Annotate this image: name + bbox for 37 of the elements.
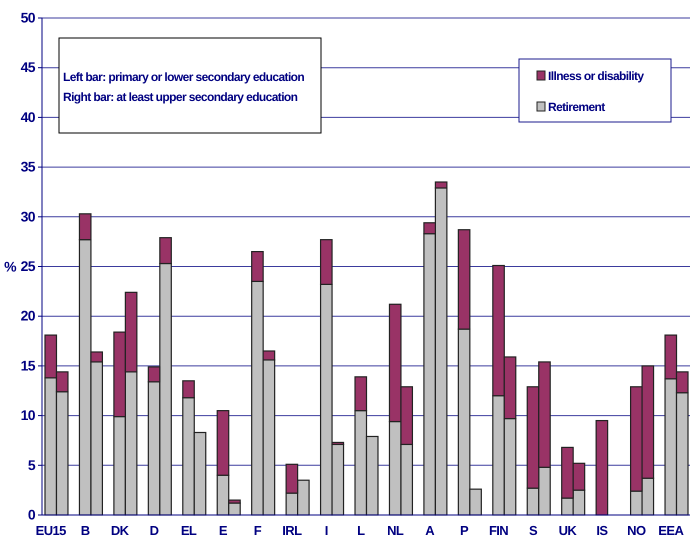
y-tick-label: 15 bbox=[20, 357, 36, 374]
text-box: Left bar: primary or lower secondary education Right bar: at least upper secondary education bbox=[58, 38, 322, 134]
y-tick-label: 45 bbox=[20, 59, 36, 76]
y-tick-label: 40 bbox=[20, 108, 36, 125]
x-tick-label: IRL bbox=[282, 523, 302, 538]
x-tick-label: L bbox=[357, 523, 366, 538]
y-tick-label: 5 bbox=[28, 456, 36, 473]
x-tick-label: IS bbox=[596, 523, 608, 538]
x-tick-label: B bbox=[80, 523, 90, 538]
x-tick-label: EL bbox=[180, 523, 197, 538]
x-tick-label: UK bbox=[558, 523, 578, 538]
legend-label: Illness or disability bbox=[548, 69, 644, 83]
x-tick-label: D bbox=[150, 523, 159, 538]
x-tick-label: EU15 bbox=[36, 523, 66, 538]
y-tick-label: 20 bbox=[20, 308, 36, 324]
x-tick-label: DK bbox=[110, 523, 130, 538]
y-tick-label: 10 bbox=[20, 407, 36, 424]
x-tick-label: NO bbox=[627, 523, 646, 538]
y-axis-title: % bbox=[4, 258, 18, 274]
annotation: Right bar: at least upper secondary education bbox=[63, 90, 298, 104]
x-tick-label: S bbox=[528, 523, 538, 538]
y-tick-label: 50 bbox=[20, 9, 36, 26]
x-tick-label: F bbox=[254, 523, 262, 538]
x-tick-label: FIN bbox=[488, 523, 508, 538]
x-tick-label: EEA bbox=[658, 523, 684, 538]
y-tick-label: 0 bbox=[28, 506, 36, 522]
x-tick-label: I bbox=[324, 523, 328, 538]
x-tick-label: NL bbox=[387, 523, 404, 538]
legend-label: Retirement bbox=[548, 100, 606, 114]
bar bbox=[596, 420, 608, 516]
y-tick-label: 30 bbox=[20, 208, 36, 224]
x-tick-label: E bbox=[218, 523, 228, 538]
y-tick-label: 25 bbox=[20, 258, 36, 274]
annotation: Left bar: primary or lower secondary education bbox=[63, 70, 304, 84]
x-tick-label: P bbox=[460, 523, 470, 538]
x-tick-label: A bbox=[425, 523, 436, 538]
y-tick-label: 35 bbox=[20, 158, 36, 175]
